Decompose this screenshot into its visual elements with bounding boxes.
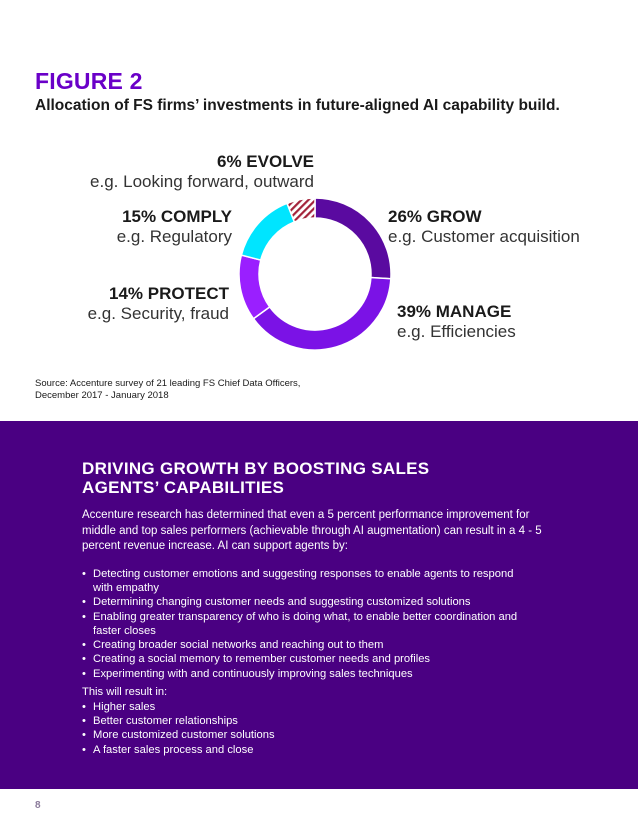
page-number: 8: [35, 800, 41, 811]
label-comply-pct: 15% COMPLY: [122, 207, 232, 226]
panel-intro: Accenture research has determined that e…: [82, 509, 542, 553]
label-protect-pct: 14% PROTECT: [109, 284, 229, 303]
list-item: A faster sales process and close: [82, 743, 532, 757]
list-item: Creating broader social networks and rea…: [82, 638, 532, 652]
list-item: Better customer relationships: [82, 714, 532, 728]
list-item: Creating a social memory to remember cus…: [82, 652, 532, 666]
list-item: Experimenting with and continuously impr…: [82, 667, 532, 681]
label-protect-example: e.g. Security, fraud: [87, 303, 229, 323]
source-note: Source: Accenture survey of 21 leading F…: [35, 378, 335, 403]
donut-slice-protect: [238, 254, 271, 320]
panel-title-line-1: DRIVING GROWTH BY BOOSTING SALES: [82, 459, 430, 478]
results-list: Higher sales Better customer relationshi…: [82, 700, 532, 757]
label-grow-example: e.g. Customer acquisition: [388, 226, 580, 246]
label-manage: 39% MANAGE e.g. Efficiencies: [397, 302, 516, 341]
label-manage-pct: 39% MANAGE: [397, 302, 512, 321]
label-evolve: 6% EVOLVE e.g. Looking forward, outward: [90, 152, 314, 191]
list-item: Detecting customer emotions and suggesti…: [82, 567, 532, 595]
label-comply-example: e.g. Regulatory: [116, 226, 232, 246]
label-protect: 14% PROTECT e.g. Security, fraud: [88, 284, 229, 323]
label-grow-pct: 26% GROW: [388, 207, 482, 226]
label-evolve-pct: 6% EVOLVE: [217, 152, 314, 171]
donut-slice-comply: [240, 202, 296, 261]
list-item: Enabling greater transparency of who is …: [82, 610, 532, 638]
panel-title: DRIVING GROWTH BY BOOSTING SALES AGENTS’…: [82, 459, 502, 497]
label-grow: 26% GROW e.g. Customer acquisition: [388, 207, 580, 246]
source-line-2: December 2017 - January 2018: [35, 390, 169, 402]
label-manage-example: e.g. Efficiencies: [397, 321, 516, 341]
list-item: Higher sales: [82, 700, 532, 714]
donut-slice-evolve: [286, 197, 316, 223]
list-item: More customized customer solutions: [82, 728, 532, 742]
result-intro: This will result in:: [82, 686, 168, 698]
donut-slice-grow: [314, 197, 392, 280]
label-comply: 15% COMPLY e.g. Regulatory: [117, 207, 232, 246]
donut-slice-manage: [252, 276, 392, 351]
capabilities-list: Detecting customer emotions and suggesti…: [82, 567, 532, 681]
panel-title-line-2: AGENTS’ CAPABILITIES: [82, 478, 285, 498]
donut-chart: [238, 197, 392, 351]
figure-title: Allocation of FS firms’ investments in f…: [35, 97, 560, 114]
source-line-1: Source: Accenture survey of 21 leading F…: [35, 378, 301, 389]
list-item: Determining changing customer needs and …: [82, 595, 532, 609]
label-evolve-example: e.g. Looking forward, outward: [90, 171, 314, 191]
figure-label: FIGURE 2: [35, 68, 143, 94]
